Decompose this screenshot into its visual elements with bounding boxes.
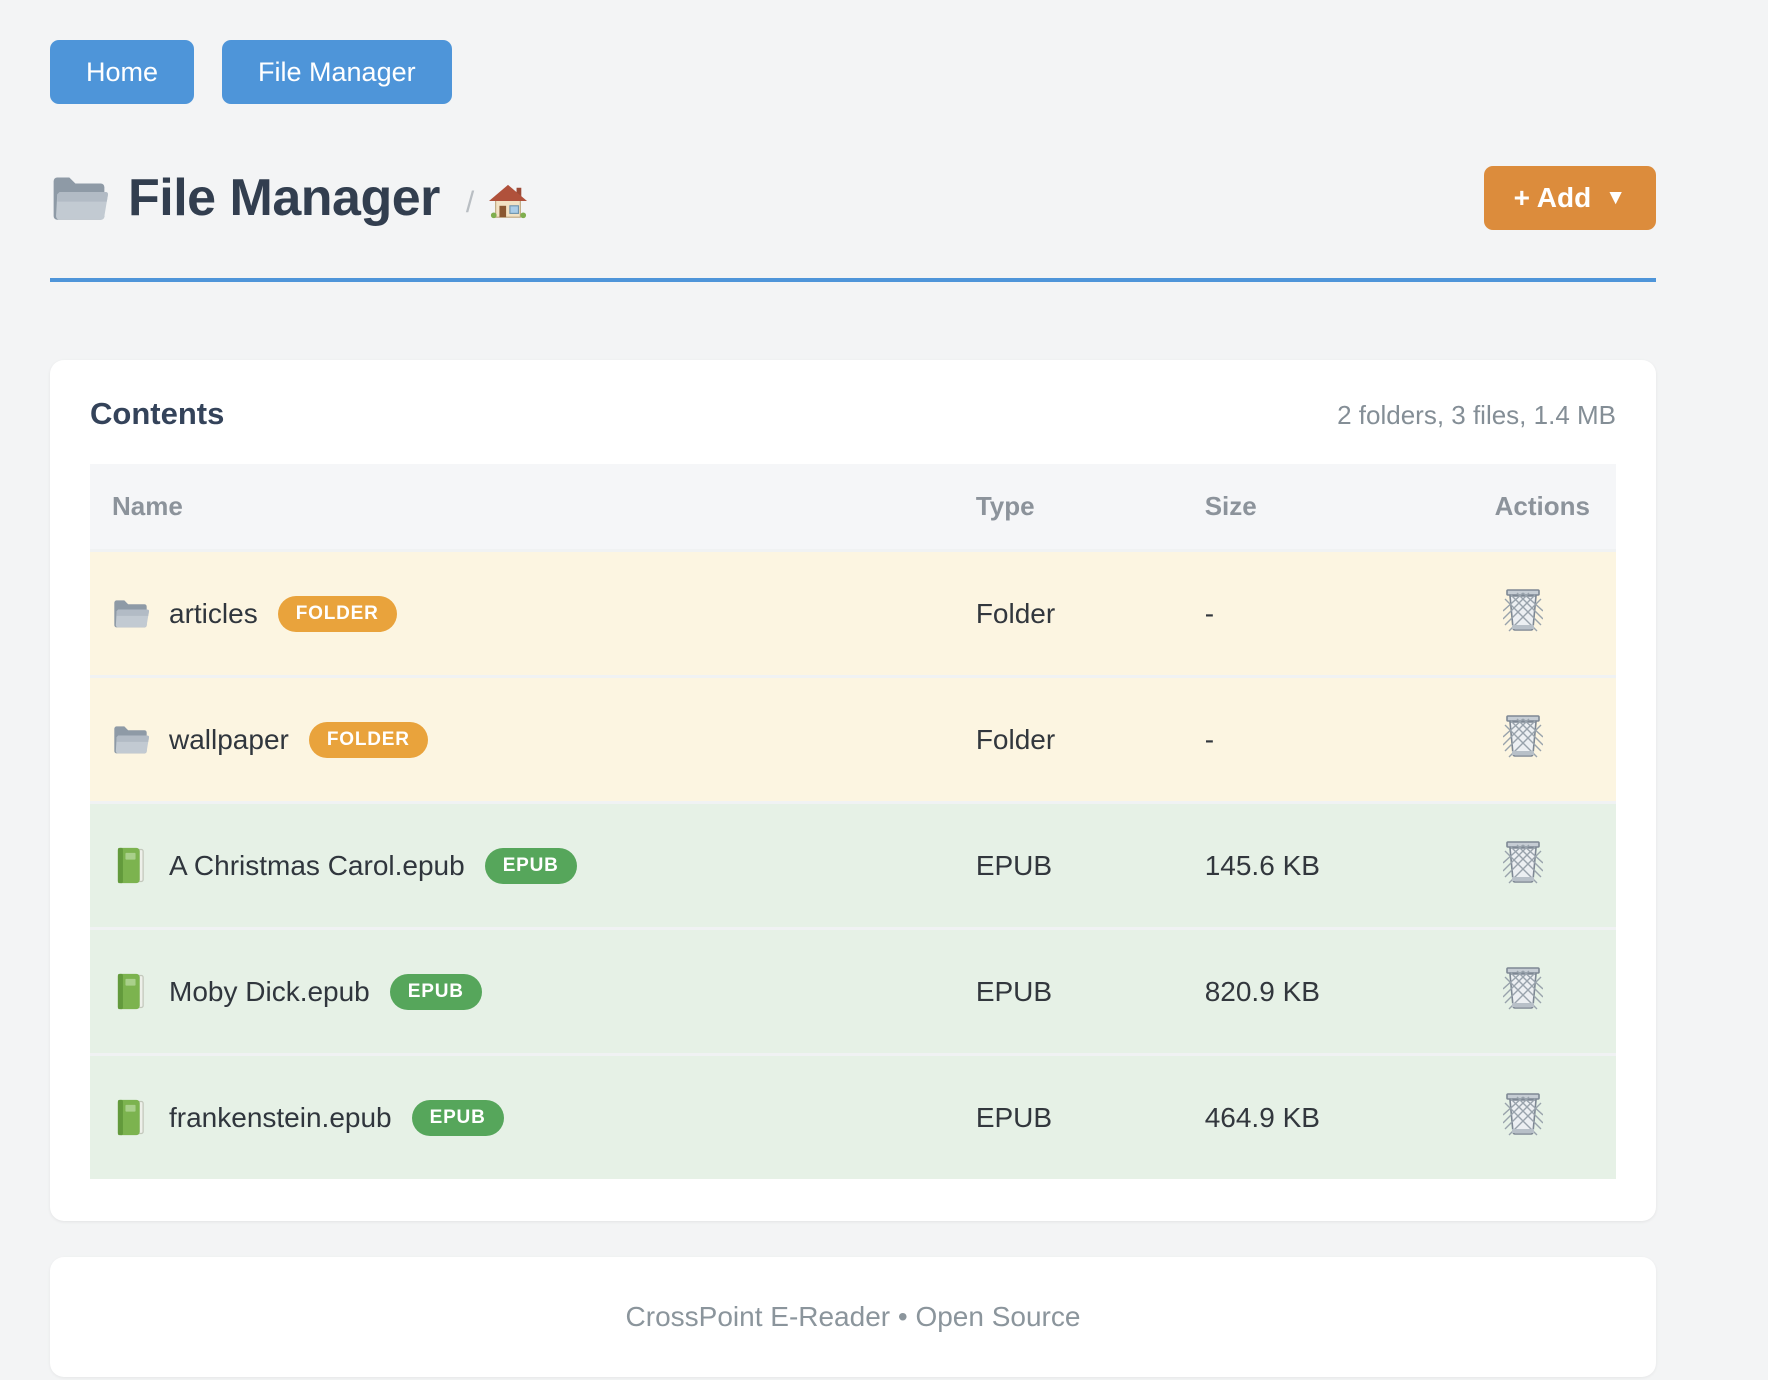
file-name-link[interactable]: A Christmas Carol.epub	[169, 849, 465, 881]
contents-title: Contents	[90, 396, 225, 432]
column-header-type: Type	[959, 464, 1189, 551]
column-header-actions: Actions	[1478, 464, 1616, 551]
folder-icon	[112, 721, 149, 758]
table-row[interactable]: Moby Dick.epub EPUB EPUB 820.9 KB	[90, 927, 1616, 1055]
type-cell: Folder	[959, 675, 1189, 803]
green-book-icon	[112, 973, 149, 1010]
folder-icon	[112, 595, 149, 632]
footer-text: CrossPoint E-Reader • Open Source	[625, 1301, 1081, 1333]
type-cell: Folder	[959, 549, 1189, 677]
epub-badge: EPUB	[484, 847, 577, 884]
green-book-icon	[112, 847, 149, 884]
page: Home File Manager File Manager / + Add ▼…	[50, 0, 1656, 1378]
top-nav: Home File Manager	[50, 40, 1656, 105]
column-header-size: Size	[1188, 464, 1479, 551]
wastebasket-icon	[1503, 587, 1543, 633]
type-cell: EPUB	[959, 801, 1189, 929]
size-cell: -	[1188, 675, 1479, 803]
title-wrap: File Manager /	[50, 168, 528, 228]
file-table: Name Type Size Actions articles FOLDER F…	[90, 464, 1616, 1180]
epub-badge: EPUB	[389, 973, 482, 1010]
delete-button[interactable]	[1503, 1091, 1543, 1137]
nav-home-button[interactable]: Home	[50, 40, 195, 105]
contents-card: Contents 2 folders, 3 files, 1.4 MB Name…	[50, 360, 1656, 1222]
nav-file-manager-button[interactable]: File Manager	[222, 40, 452, 105]
header-divider	[50, 278, 1656, 283]
folder-badge: FOLDER	[308, 721, 428, 758]
file-name-link[interactable]: wallpaper	[169, 723, 289, 755]
file-name-link[interactable]: Moby Dick.epub	[169, 975, 370, 1007]
caret-down-icon: ▼	[1605, 186, 1626, 210]
table-header-row: Name Type Size Actions	[90, 464, 1616, 551]
wastebasket-icon	[1503, 965, 1543, 1011]
file-name-link[interactable]: frankenstein.epub	[169, 1101, 392, 1133]
size-cell: 820.9 KB	[1188, 927, 1479, 1055]
delete-button[interactable]	[1503, 839, 1543, 885]
delete-button[interactable]	[1503, 713, 1543, 759]
size-cell: 145.6 KB	[1188, 801, 1479, 929]
page-header: File Manager / + Add ▼	[50, 166, 1656, 231]
table-row[interactable]: wallpaper FOLDER Folder -	[90, 675, 1616, 803]
delete-button[interactable]	[1503, 587, 1543, 633]
table-row[interactable]: A Christmas Carol.epub EPUB EPUB 145.6 K…	[90, 801, 1616, 929]
contents-card-header: Contents 2 folders, 3 files, 1.4 MB	[90, 396, 1616, 432]
delete-button[interactable]	[1503, 965, 1543, 1011]
add-button[interactable]: + Add ▼	[1483, 166, 1656, 231]
type-cell: EPUB	[959, 1053, 1189, 1180]
size-cell: 464.9 KB	[1188, 1053, 1479, 1180]
epub-badge: EPUB	[411, 1099, 504, 1136]
wastebasket-icon	[1503, 839, 1543, 885]
table-row[interactable]: articles FOLDER Folder -	[90, 549, 1616, 677]
footer: CrossPoint E-Reader • Open Source	[50, 1257, 1656, 1378]
wastebasket-icon	[1503, 713, 1543, 759]
open-folder-icon	[50, 172, 108, 224]
folder-badge: FOLDER	[277, 595, 397, 632]
page-title: File Manager	[128, 169, 440, 228]
column-header-name: Name	[90, 464, 960, 551]
house-icon[interactable]	[488, 183, 528, 221]
type-cell: EPUB	[959, 927, 1189, 1055]
table-row[interactable]: frankenstein.epub EPUB EPUB 464.9 KB	[90, 1053, 1616, 1180]
contents-summary: 2 folders, 3 files, 1.4 MB	[1337, 400, 1616, 431]
green-book-icon	[112, 1099, 149, 1136]
add-button-label: + Add	[1513, 182, 1592, 214]
wastebasket-icon	[1503, 1091, 1543, 1137]
breadcrumb-separator: /	[465, 186, 475, 220]
size-cell: -	[1188, 549, 1479, 677]
file-name-link[interactable]: articles	[169, 597, 258, 629]
